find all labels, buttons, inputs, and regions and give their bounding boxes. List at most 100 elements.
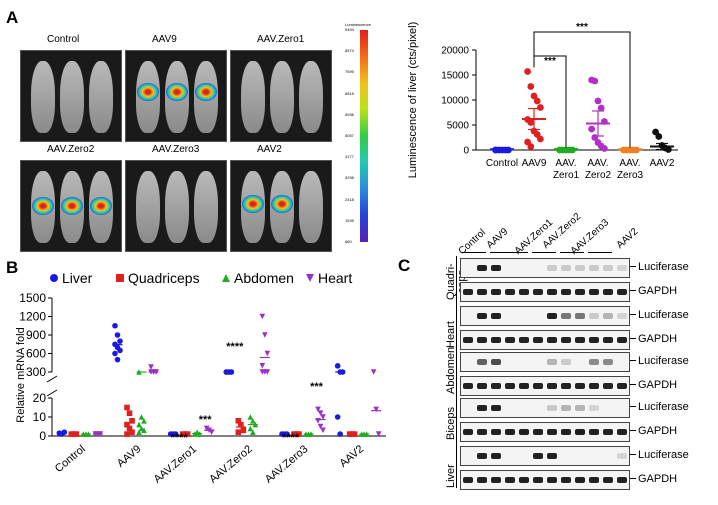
scale-tick-label: 3298 — [345, 175, 354, 181]
blot-band — [477, 405, 487, 411]
blot-band — [533, 453, 543, 459]
blot-band — [617, 265, 627, 271]
legend-marker — [116, 274, 124, 282]
blot-band — [589, 405, 599, 411]
imaging-label: AAV2 — [255, 144, 284, 155]
luciferase-blot — [460, 306, 630, 326]
x-tick-label: AAV. — [555, 158, 576, 169]
data-point — [235, 429, 242, 435]
blot-band — [589, 337, 599, 343]
significance-label: *** — [576, 22, 588, 33]
blot-band — [603, 429, 613, 435]
blot-label: Luciferase — [638, 309, 689, 321]
blot-marker-tick — [630, 314, 636, 315]
data-point — [136, 429, 142, 435]
data-point — [655, 133, 663, 140]
luminescence-signal — [195, 82, 217, 101]
luciferase-blot — [460, 258, 630, 278]
data-point — [597, 104, 605, 112]
data-point — [588, 125, 595, 133]
blot-band — [505, 383, 515, 389]
x-tick-label: Zero3 — [617, 170, 644, 181]
x-tick-label: AAV9 — [115, 443, 144, 470]
data-point — [317, 410, 324, 416]
blot-band — [477, 429, 487, 435]
data-point — [126, 425, 133, 432]
mouse-silhouette — [89, 61, 113, 133]
blot-band — [519, 289, 529, 295]
blot-label: Luciferase — [638, 401, 689, 413]
liver-luminescence-chart: 20000 15000 10000 5000 0 Luminescence of live… — [407, 22, 678, 181]
blot-label: GAPDH — [638, 379, 678, 391]
y-axis-label: Luminescence of liver (cts/pixel) — [407, 22, 419, 179]
data-point — [141, 418, 147, 424]
imaging-label: AAV.Zero3 — [150, 144, 202, 155]
blot-band — [589, 383, 599, 389]
significance-label: **** — [171, 432, 189, 444]
blot-band — [603, 265, 613, 271]
imaging-label: AAV9 — [150, 34, 179, 45]
luminescence-signal — [166, 82, 188, 101]
imaging-label: Control — [45, 34, 82, 45]
data-point — [191, 431, 198, 437]
blot-band — [547, 265, 557, 271]
blot-band — [505, 477, 515, 483]
y-tick-label: 15000 — [441, 71, 469, 82]
blot-band — [589, 265, 599, 271]
data-point — [537, 104, 544, 111]
significance-bracket — [533, 31, 631, 148]
y-tick-label: 600 — [26, 347, 46, 361]
blot-band — [603, 289, 613, 295]
legend-marker — [50, 274, 58, 282]
blot-marker-tick — [630, 406, 636, 407]
blot-marker-tick — [630, 430, 636, 431]
blot-band — [561, 477, 571, 483]
x-tick-label: AAV.Zero1 — [152, 443, 200, 486]
data-point — [375, 431, 382, 437]
blot-band — [575, 405, 585, 411]
blot-band — [519, 383, 529, 389]
imaging-frame — [20, 50, 122, 142]
blot-band — [561, 359, 571, 365]
blot-band — [547, 453, 557, 459]
imaging-label: AAV.Zero1 — [255, 34, 307, 45]
mouse-silhouette — [299, 171, 323, 243]
scale-tick-label: 4177 — [345, 154, 354, 160]
scale-tick-label: 5057 — [345, 133, 354, 138]
scale-tick-label: 9454 — [345, 27, 354, 32]
data-point — [337, 431, 343, 437]
axis-break — [46, 375, 58, 383]
luminescence-signal — [32, 197, 54, 215]
y-tick-label: 20 — [33, 391, 47, 405]
x-tick-label: Control — [486, 158, 518, 169]
blot-band — [463, 289, 473, 295]
blot-marker-tick — [630, 290, 636, 291]
x-tick-label: AAV. — [587, 158, 608, 169]
blot-band — [547, 383, 557, 389]
blot-band — [491, 429, 501, 435]
blot-band — [561, 289, 571, 295]
data-point — [112, 322, 118, 329]
blot-band — [603, 383, 613, 389]
tissue-bracket — [456, 256, 457, 488]
data-point — [259, 363, 266, 369]
mouse-silhouette — [31, 61, 55, 133]
blot-band — [575, 289, 585, 295]
blot-band — [477, 337, 487, 343]
y-axis-label: Relative mRNA fold — [15, 327, 27, 422]
blot-band — [589, 289, 599, 295]
imaging-frame — [230, 50, 332, 142]
blot-band — [519, 477, 529, 483]
y-tick-label: 300 — [26, 365, 46, 379]
data-point — [129, 429, 135, 435]
blot-band — [561, 265, 571, 271]
blot-band — [491, 477, 501, 483]
blot-band — [547, 429, 557, 435]
blot-band — [561, 405, 571, 411]
lane-label: AAV2 — [614, 226, 641, 251]
data-point — [126, 410, 133, 416]
blot-band — [617, 453, 627, 459]
legend-marker — [222, 274, 230, 282]
data-point — [112, 350, 118, 357]
significance-label: **** — [226, 341, 244, 353]
